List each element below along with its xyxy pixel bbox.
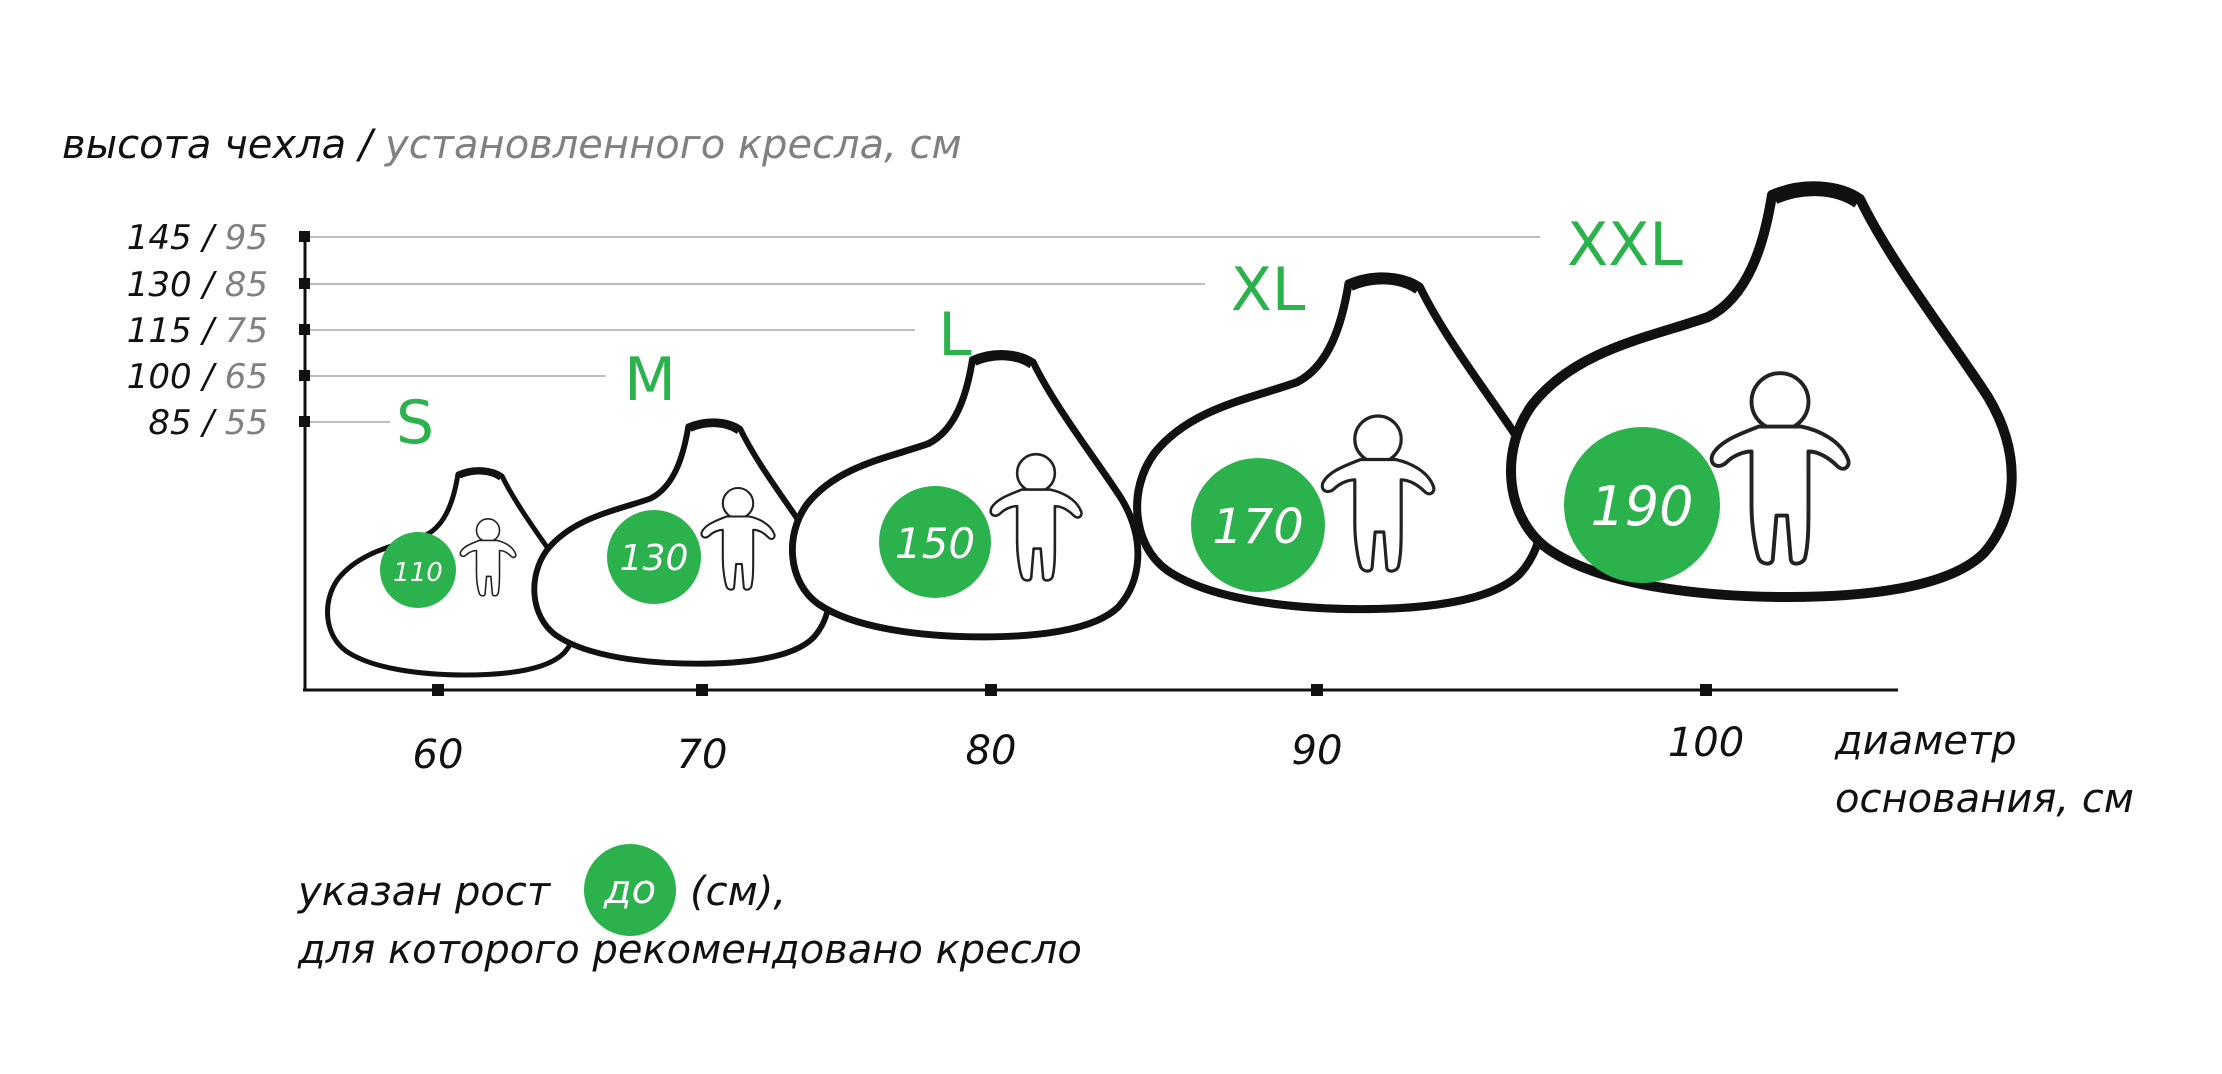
legend-line2: для которого рекомендовано кресло (297, 927, 1082, 973)
x-tick-mark (696, 684, 708, 696)
x-tick-mark (1311, 684, 1323, 696)
height-badge-M (607, 510, 701, 604)
x-axis-title-line1: диаметр (1834, 718, 2017, 764)
x-tick-mark (432, 684, 444, 696)
y-tick: 115 / 75 (127, 311, 915, 351)
height-badge-XXL (1564, 427, 1720, 583)
size-L: 150 L (792, 300, 1137, 637)
y-tick: 100 / 65 (127, 357, 606, 397)
legend-prefix: указан рост (297, 869, 552, 915)
size-M: 130 M (534, 345, 829, 664)
x-axis-ticks: 60 70 80 90 100 (413, 684, 1744, 778)
legend: указан рост до (см), для которого рекоме… (297, 844, 1082, 973)
y-tick-mark (299, 231, 310, 242)
y-tick-label: 115 / 75 (127, 311, 268, 351)
size-label-XXL: XXL (1567, 210, 1683, 280)
height-label-L: 150 (895, 519, 975, 568)
x-tick-mark (1700, 684, 1712, 696)
x-tick-label: 60 (413, 732, 464, 778)
x-tick-label: 80 (966, 728, 1017, 774)
height-badge-L (879, 486, 991, 598)
legend-badge (584, 844, 676, 936)
size-label-L: L (938, 300, 972, 370)
legend-suffix: (см), (690, 869, 786, 915)
height-badge-S (380, 532, 456, 608)
size-label-XL: XL (1231, 255, 1306, 325)
x-tick-mark (985, 684, 997, 696)
height-label-XXL: 190 (1590, 475, 1693, 538)
height-badge-XL (1191, 458, 1325, 592)
y-tick-mark (299, 416, 310, 427)
y-axis-ticks: 145 / 95 130 / 85 115 / 75 100 / 65 85 /… (127, 218, 1540, 443)
y-tick-mark (299, 324, 310, 335)
y-tick-label: 100 / 65 (127, 357, 268, 397)
y-tick: 130 / 85 (127, 265, 1205, 305)
bean-bag-XL (1137, 276, 1543, 609)
height-label-M: 130 (620, 538, 689, 579)
size-label-M: M (624, 345, 676, 415)
size-S: 110 S (328, 388, 578, 675)
x-tick-label: 70 (677, 732, 728, 778)
y-tick-label: 145 / 95 (127, 218, 268, 258)
y-axis-title-seat: установленного кресла, см (372, 122, 961, 168)
size-XL: 170 XL (1137, 255, 1543, 609)
y-axis-title: высота чехла / установленного кресла, см (62, 122, 962, 168)
legend-badge-label: до (603, 867, 656, 913)
y-tick: 85 / 55 (148, 403, 390, 443)
size-XXL: 190 XXL (1511, 186, 2012, 597)
x-axis-title-line2: основания, см (1835, 776, 2134, 822)
x-tick-label: 100 (1668, 720, 1744, 766)
height-label-XL: 170 (1212, 499, 1304, 555)
x-tick-label: 90 (1292, 728, 1343, 774)
y-axis-title-cover: высота чехла / (62, 122, 377, 168)
y-tick: 145 / 95 (127, 218, 1540, 258)
y-tick-label: 130 / 85 (127, 265, 268, 305)
y-tick-mark (299, 278, 310, 289)
y-tick-label: 85 / 55 (148, 403, 268, 443)
height-label-S: 110 (393, 558, 443, 588)
y-tick-mark (299, 370, 310, 381)
size-label-S: S (396, 388, 434, 458)
